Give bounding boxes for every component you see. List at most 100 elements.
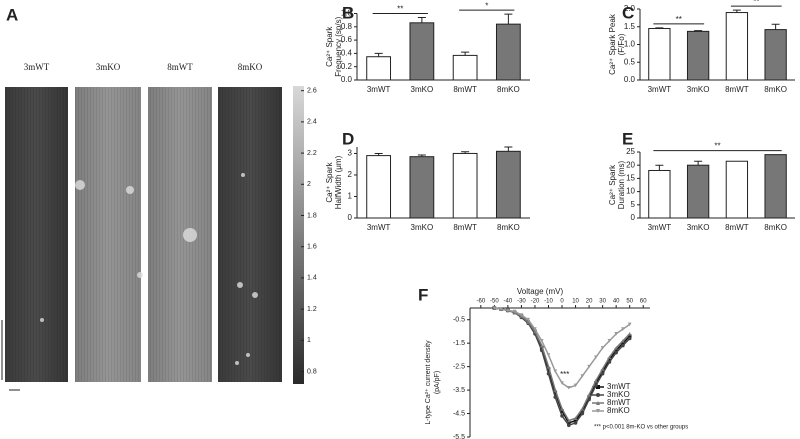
data-point — [526, 317, 530, 322]
y-tick-label: 0.6 — [341, 35, 353, 44]
bar — [686, 30, 710, 81]
data-point — [526, 320, 530, 324]
bar — [495, 23, 521, 81]
data-point — [539, 339, 544, 343]
x-tick-label: 30 — [599, 299, 606, 305]
colorbar-label: 1.2 — [307, 306, 317, 313]
spark — [237, 282, 243, 288]
colorbar-label: 1.8 — [307, 212, 317, 219]
x-tick-label: 8mWT — [725, 223, 749, 232]
x-tick-label: -60 — [476, 299, 485, 305]
bar — [495, 150, 521, 219]
colorbar-label: 1 — [307, 337, 311, 344]
data-point — [621, 343, 625, 348]
x-tick-label: 8mWT — [725, 85, 749, 94]
data-point — [607, 339, 612, 343]
data-point — [614, 346, 618, 350]
data-point — [627, 336, 632, 341]
data-point — [580, 411, 585, 416]
colorbar-label: 0.8 — [307, 368, 317, 375]
y-tick-label: 0.5 — [624, 57, 636, 66]
significance-label: * — [485, 1, 488, 10]
legend-marker — [596, 401, 600, 405]
data-point — [539, 343, 544, 348]
data-point — [546, 353, 551, 357]
colorbar-label: 2.2 — [307, 150, 317, 157]
error-bar — [655, 27, 664, 29]
y-tick-label: 25 — [626, 147, 635, 156]
image-texture — [218, 87, 282, 382]
y-tick-label: 2 — [348, 170, 353, 179]
colorbar-label: 2.6 — [307, 88, 317, 95]
y-axis-title: L-type Ca²⁺ current density — [425, 340, 432, 425]
significance-label: ** — [714, 142, 720, 151]
x-axis-title: Voltage (mV) — [517, 287, 564, 296]
data-point — [587, 364, 591, 369]
y-tick-label: 3 — [348, 149, 353, 158]
data-point — [607, 360, 612, 364]
data-point — [560, 407, 564, 411]
y-tick-label: 0.4 — [341, 49, 353, 58]
x-tick-label: 20 — [586, 299, 593, 305]
spark — [246, 353, 250, 357]
legend-label: 8mKO — [607, 406, 630, 415]
y-tick-label: -0.5 — [453, 317, 465, 324]
y-axis-title: HalfWidth (μm) — [334, 155, 343, 209]
panel-label: A — [6, 5, 18, 24]
error-bar — [771, 23, 780, 30]
x-tick-label: 8mWT — [453, 223, 477, 232]
colorbar-label: 1.4 — [307, 275, 317, 282]
image-texture — [5, 87, 68, 382]
error-bar — [694, 160, 703, 166]
data-point — [600, 346, 605, 350]
x-tick-label: 8mKO — [764, 223, 787, 232]
data-point — [580, 407, 585, 411]
data-point — [506, 308, 510, 313]
legend-label: 8mWT — [607, 398, 631, 407]
error-bar — [732, 9, 741, 13]
y-axis-title: Ca²⁺ Spark — [325, 26, 334, 67]
x-tick-label: 3mKO — [687, 85, 710, 94]
y-tick-label: 0.8 — [341, 22, 353, 31]
legend-marker — [596, 393, 600, 397]
bar — [686, 164, 710, 219]
x-tick-label: 3mWT — [367, 223, 391, 232]
error-bar — [655, 164, 664, 171]
y-tick-label: 0.0 — [624, 75, 636, 84]
x-tick-label: 0 — [560, 299, 564, 305]
error-bar — [504, 146, 513, 152]
spark — [252, 292, 258, 298]
x-tick-label: -10 — [544, 299, 553, 305]
x-tick-label: -50 — [490, 299, 499, 305]
significance-label: ** — [397, 5, 403, 14]
y-tick-label: 1.5 — [624, 22, 636, 31]
x-tick-label: -20 — [531, 299, 540, 305]
panel-label: B — [342, 3, 354, 22]
data-point — [553, 388, 558, 392]
y-tick-label: -3.5 — [453, 387, 465, 394]
x-tick-label: 3mKO — [411, 85, 434, 94]
y-axis-title: Ca²⁺ Spark — [325, 161, 334, 202]
significance-label: ** — [753, 0, 759, 6]
spark — [75, 180, 85, 190]
error-bar — [461, 151, 470, 154]
error-bar — [694, 30, 703, 32]
error-bar — [417, 154, 426, 157]
spark — [183, 228, 197, 242]
y-tick-label: 10 — [626, 187, 635, 196]
panel-label: F — [418, 285, 428, 304]
image-label: 8mKO — [238, 62, 263, 72]
data-point — [546, 371, 551, 376]
y-tick-label: 1.0 — [624, 40, 636, 49]
y-axis-title: Frequency (sp/s) — [334, 16, 343, 76]
bar — [452, 152, 478, 219]
data-point — [627, 332, 632, 336]
data-point — [600, 367, 605, 371]
data-point — [614, 332, 618, 336]
x-tick-label: 8mKO — [764, 85, 787, 94]
y-tick-label: 0 — [348, 213, 353, 222]
data-point — [492, 306, 497, 310]
spark — [241, 173, 245, 177]
bar — [409, 22, 435, 81]
annotation: *** p<0.001 8m-KO vs other groups — [594, 425, 688, 431]
